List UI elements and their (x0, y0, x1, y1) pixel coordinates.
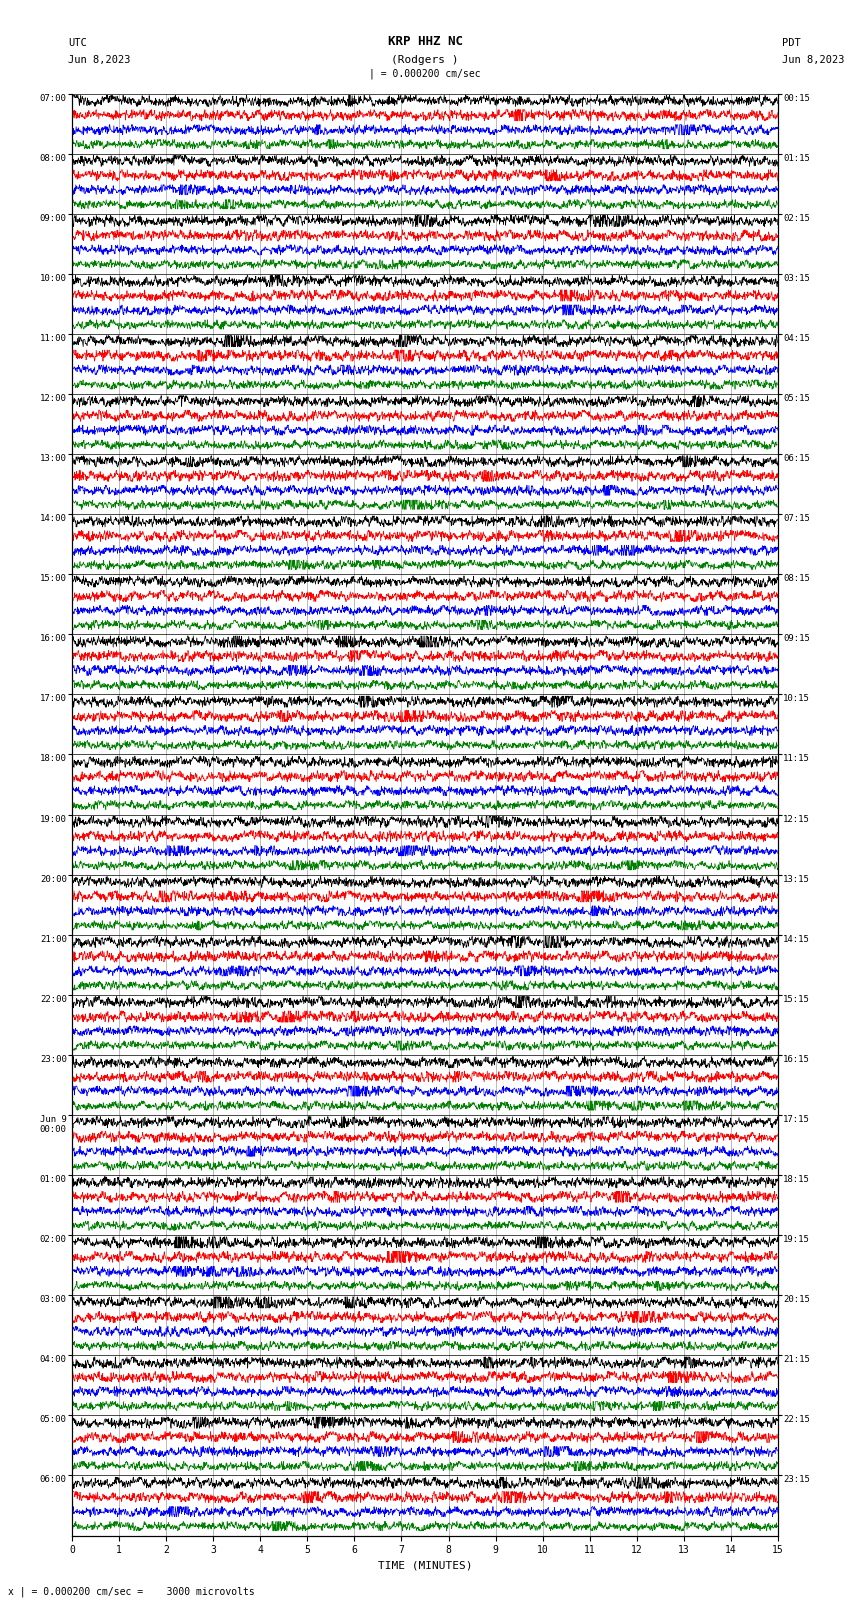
Text: (Rodgers ): (Rodgers ) (391, 55, 459, 65)
Text: UTC: UTC (68, 39, 87, 48)
Text: KRP HHZ NC: KRP HHZ NC (388, 35, 462, 48)
X-axis label: TIME (MINUTES): TIME (MINUTES) (377, 1561, 473, 1571)
Text: x | = 0.000200 cm/sec =    3000 microvolts: x | = 0.000200 cm/sec = 3000 microvolts (8, 1586, 255, 1597)
Text: | = 0.000200 cm/sec: | = 0.000200 cm/sec (369, 68, 481, 79)
Text: Jun 8,2023: Jun 8,2023 (782, 55, 845, 65)
Text: PDT: PDT (782, 39, 801, 48)
Text: Jun 8,2023: Jun 8,2023 (68, 55, 131, 65)
